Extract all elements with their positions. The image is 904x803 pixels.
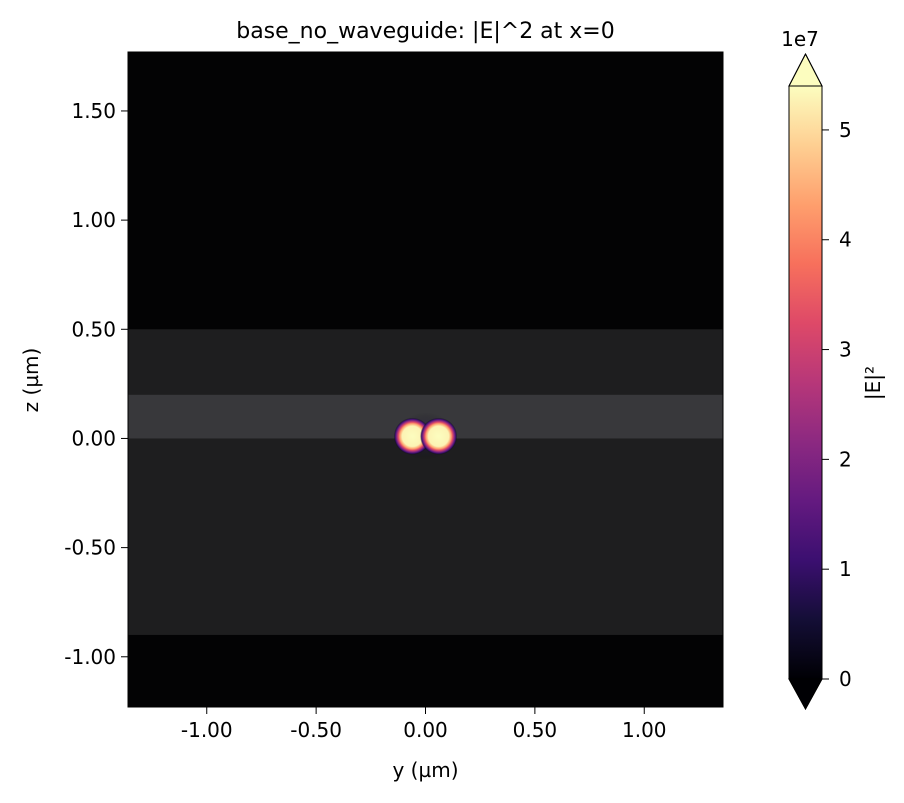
x-tick-label: -1.00 bbox=[181, 718, 233, 742]
y-tick-label: 1.00 bbox=[71, 208, 116, 232]
y-tick-label: 1.50 bbox=[71, 99, 116, 123]
hotspot-layer bbox=[393, 412, 458, 461]
y-axis-ticks: -1.00 -0.50 0.00 0.50 1.00 1.50 bbox=[64, 99, 128, 669]
colorbar-scale-label: 1e7 bbox=[781, 27, 819, 51]
colorbar-tick-label: 5 bbox=[839, 118, 852, 142]
heatmap-area bbox=[128, 52, 723, 707]
x-tick-label: 0.00 bbox=[403, 718, 448, 742]
colorbar-tick-label: 3 bbox=[839, 338, 852, 362]
y-tick-label: -1.00 bbox=[64, 645, 116, 669]
colorbar-tick-label: 1 bbox=[839, 557, 852, 581]
x-tick-label: 0.50 bbox=[513, 718, 558, 742]
colorbar-tick-label: 2 bbox=[839, 447, 852, 471]
colorbar-ticks: 0 1 2 3 4 5 bbox=[822, 118, 852, 691]
colorbar: 0 1 2 3 4 5 1e7 |E|² bbox=[781, 27, 885, 711]
colorbar-outline bbox=[788, 53, 823, 711]
structure-layer bbox=[128, 329, 723, 635]
field-hotspot-2 bbox=[420, 417, 458, 455]
x-tick-label: 1.00 bbox=[622, 718, 667, 742]
x-tick-label: -0.50 bbox=[290, 718, 342, 742]
structure-cladding bbox=[128, 329, 723, 635]
y-tick-label: 0.00 bbox=[71, 426, 116, 450]
y-tick-label: 0.50 bbox=[71, 317, 116, 341]
colorbar-tick-label: 4 bbox=[839, 228, 852, 252]
colorbar-gradient bbox=[789, 86, 822, 679]
chart-title: base_no_waveguide: |E|^2 at x=0 bbox=[236, 19, 615, 44]
y-tick-label: -0.50 bbox=[64, 536, 116, 560]
x-axis-label: y (µm) bbox=[392, 758, 458, 782]
y-axis-label: z (µm) bbox=[19, 348, 43, 413]
colorbar-extend-max bbox=[788, 52, 823, 87]
colorbar-tick-label: 0 bbox=[839, 667, 852, 691]
colorbar-extend-min bbox=[788, 678, 823, 711]
field-hotspot-1 bbox=[393, 417, 431, 455]
x-axis-ticks: -1.00 -0.50 0.00 0.50 1.00 bbox=[181, 707, 667, 742]
colorbar-label: |E|² bbox=[861, 366, 885, 400]
